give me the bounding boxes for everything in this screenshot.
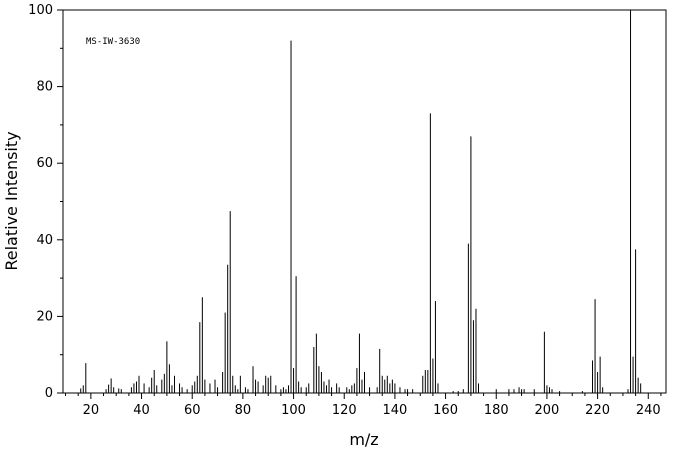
- x-tick-label: 60: [184, 403, 201, 418]
- y-tick-label: 100: [28, 3, 53, 18]
- y-tick-label: 80: [36, 80, 53, 95]
- x-tick-label: 20: [83, 403, 100, 418]
- y-tick-label: 0: [45, 386, 53, 401]
- y-tick-label: 60: [36, 156, 53, 171]
- x-tick-label: 160: [433, 403, 458, 418]
- x-tick-label: 100: [281, 403, 306, 418]
- y-axis: 0 20 40 60 80 100: [28, 3, 63, 401]
- x-tick-label: 240: [636, 403, 661, 418]
- x-tick-label: 40: [133, 403, 150, 418]
- y-axis-title: Relative Intensity: [2, 131, 21, 270]
- x-tick-label: 80: [235, 403, 252, 418]
- x-tick-label: 220: [585, 403, 610, 418]
- x-axis: 20 40 60 80 100 120 140 160 180 200 220 240: [65, 393, 662, 418]
- x-tick-label: 120: [332, 403, 357, 418]
- y-tick-label: 20: [36, 309, 53, 324]
- y-tick-label: 40: [36, 233, 53, 248]
- plot-frame: [62, 9, 667, 394]
- x-tick-label: 200: [535, 403, 560, 418]
- x-axis-title: m/z: [349, 430, 378, 449]
- x-tick-label: 180: [484, 403, 509, 418]
- spectrum-id-label: MS-IW-3630: [86, 37, 140, 47]
- peak-bars: [80, 10, 642, 393]
- x-tick-label: 140: [382, 403, 407, 418]
